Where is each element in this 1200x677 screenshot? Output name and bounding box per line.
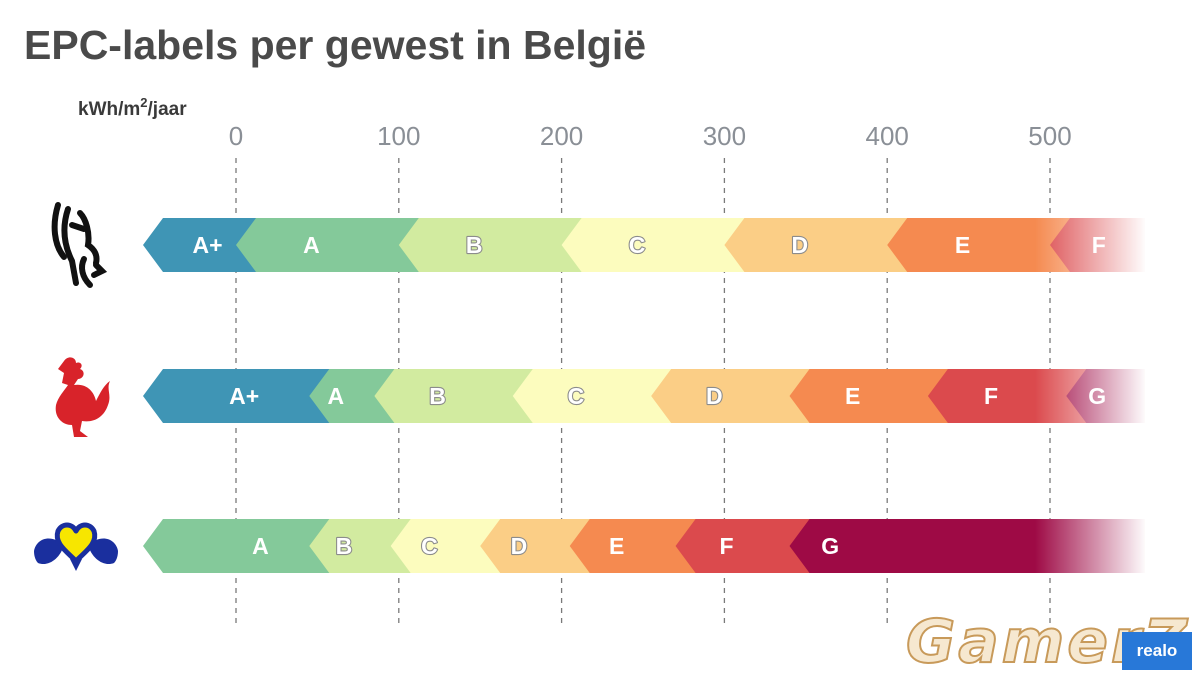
- epc-label: D: [511, 533, 528, 559]
- iris-icon: [34, 522, 118, 571]
- epc-label: F: [720, 533, 734, 559]
- epc-label: A: [328, 383, 345, 409]
- epc-segment-e: [847, 218, 1070, 272]
- rooster-icon: [55, 357, 110, 437]
- epc-label: F: [984, 383, 998, 409]
- epc-label: G: [821, 533, 839, 559]
- epc-label: B: [429, 383, 446, 409]
- row-fade: [1035, 518, 1147, 574]
- epc-label: E: [609, 533, 624, 559]
- epc-label: G: [1088, 383, 1106, 409]
- page-title: EPC-labels per gewest in België: [24, 22, 647, 68]
- epc-label: A+: [229, 383, 259, 409]
- x-tick-label: 100: [377, 121, 420, 151]
- epc-row: A+ A B C D E F G: [143, 368, 1147, 424]
- epc-label: C: [568, 383, 585, 409]
- epc-label: A: [252, 533, 269, 559]
- epc-label: E: [955, 232, 970, 258]
- epc-segment-a: [196, 218, 419, 272]
- epc-label: C: [421, 533, 438, 559]
- epc-segment-c: [521, 218, 745, 272]
- epc-segment-aplus: [143, 218, 256, 272]
- epc-label: B: [336, 533, 353, 559]
- x-tick-label: 300: [703, 121, 746, 151]
- lion-icon: [51, 202, 108, 288]
- epc-label: E: [845, 383, 860, 409]
- row-fade: [1035, 217, 1147, 273]
- row-fade: [1035, 368, 1147, 424]
- unit-label: kWh/m2/jaar: [78, 95, 187, 120]
- epc-segment-aplus: [143, 369, 330, 423]
- epc-label: B: [466, 232, 483, 258]
- x-tick-label: 200: [540, 121, 583, 151]
- x-tick-label: 500: [1028, 121, 1071, 151]
- epc-label: A+: [192, 232, 222, 258]
- epc-segment-b: [358, 218, 582, 272]
- x-tick-label: 400: [866, 121, 909, 151]
- epc-segment-a: [143, 519, 330, 573]
- realo-logo: realo: [1122, 632, 1192, 670]
- epc-row: A B C D E F G: [143, 518, 1147, 574]
- epc-label: D: [706, 383, 723, 409]
- epc-row: A+ A B C D E F: [143, 217, 1147, 273]
- epc-label: C: [629, 232, 646, 258]
- epc-label: F: [1092, 232, 1106, 258]
- epc-label: A: [303, 232, 320, 258]
- epc-label: D: [791, 232, 808, 258]
- epc-segment-d: [684, 218, 908, 272]
- x-tick-label: 0: [229, 121, 243, 151]
